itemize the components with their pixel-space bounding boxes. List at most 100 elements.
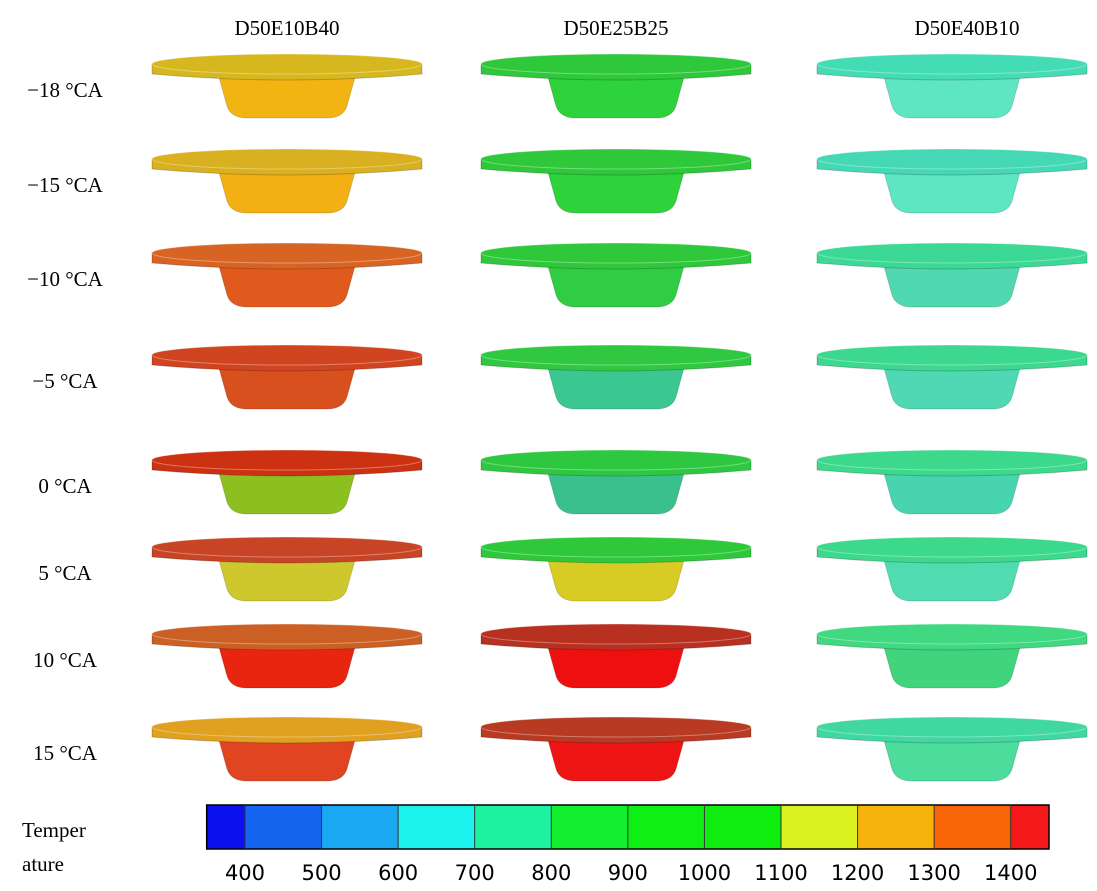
piston [816,242,1088,308]
piston [816,623,1088,689]
piston-body [216,732,358,782]
piston-top [151,53,423,75]
colorbar-segment [627,805,705,849]
colorbar-segment [704,805,781,849]
piston-top [151,716,423,738]
piston [816,536,1088,602]
piston-top [816,623,1088,645]
piston-body [216,360,358,410]
piston [151,344,423,410]
column-title: D50E25B25 [564,16,669,40]
colorbar-segment [474,805,552,849]
piston [151,242,423,308]
piston-top [816,242,1088,264]
row-label: −15 °CA [27,173,103,197]
piston [816,53,1088,119]
piston-top [151,449,423,471]
piston [816,148,1088,214]
piston-top [816,53,1088,75]
piston [151,623,423,689]
piston-top [816,148,1088,170]
row-label: 15 °CA [33,741,98,765]
piston [480,344,752,410]
piston [151,716,423,782]
piston-top [480,148,752,170]
row-label: −10 °CA [27,267,103,291]
piston-body [216,552,358,602]
piston-top [151,344,423,366]
piston-body [545,164,687,214]
row-label: −5 °CA [32,369,98,393]
piston-body [216,69,358,119]
colorbar-tick-label: 600 [378,861,418,885]
row-label: 10 °CA [33,648,98,672]
piston-body [881,552,1023,602]
colorbar-tick-label: 1100 [754,861,807,885]
piston [480,148,752,214]
piston-top [480,536,752,558]
piston-top [480,623,752,645]
colorbar-tick-label: 700 [455,861,495,885]
colorbar-segment [398,805,475,849]
piston-top [816,344,1088,366]
piston [816,716,1088,782]
piston-top [480,449,752,471]
colorbar-tick-label: 1200 [831,861,884,885]
colorbar-segment [934,805,1011,849]
piston-body [545,732,687,782]
piston-body [881,258,1023,308]
colorbar-label: ature [22,852,64,876]
piston-body [545,360,687,410]
piston-top [151,242,423,264]
piston [480,449,752,515]
piston-top [816,449,1088,471]
piston [480,716,752,782]
row-label: −18 °CA [27,78,103,102]
piston-body [216,465,358,515]
piston [480,242,752,308]
piston-body [881,639,1023,689]
piston-body [881,69,1023,119]
piston [816,449,1088,515]
colorbar-tick-label: 900 [608,861,648,885]
piston-top [151,536,423,558]
piston [480,623,752,689]
piston-body [881,360,1023,410]
colorbar-segment [244,805,322,849]
piston [816,344,1088,410]
row-label: 5 °CA [38,561,92,585]
piston-top [151,623,423,645]
piston-body [881,732,1023,782]
column-title: D50E40B10 [915,16,1020,40]
colorbar-segment [551,805,628,849]
piston-top [480,53,752,75]
piston-body [216,164,358,214]
colorbar-tick-label: 800 [531,861,571,885]
colorbar-label: Temper [22,818,86,842]
piston-top [480,344,752,366]
column-title: D50E10B40 [235,16,340,40]
colorbar-segment [206,805,245,849]
piston-body [545,465,687,515]
piston-body [881,465,1023,515]
colorbar-segment [857,805,935,849]
piston-top [480,716,752,738]
colorbar-tick-label: 1000 [678,861,731,885]
colorbar-tick-label: 1400 [984,861,1037,885]
piston-body [545,552,687,602]
piston [151,536,423,602]
piston-body [216,639,358,689]
colorbar-tick-label: 500 [302,861,342,885]
piston [151,148,423,214]
piston-body [545,639,687,689]
colorbar-tick-label: 400 [225,861,265,885]
piston [151,53,423,119]
piston-body [881,164,1023,214]
colorbar-segment [321,805,399,849]
piston-top [816,536,1088,558]
piston-top [151,148,423,170]
colorbar-tick-label: 1300 [907,861,960,885]
colorbar-segment [1010,805,1049,849]
piston [151,449,423,515]
